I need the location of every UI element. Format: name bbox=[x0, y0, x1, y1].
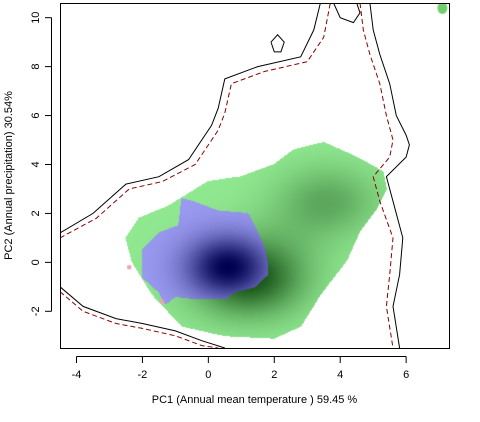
envelope-line-solid bbox=[369, 3, 410, 348]
x-axis: -4 -2 0 2 4 6 bbox=[72, 356, 409, 381]
y-axis-title: PC2 (Annual precipitation) 30.54% bbox=[3, 91, 15, 260]
envelope-line-solid bbox=[333, 3, 361, 24]
y-tick-label: -2 bbox=[30, 306, 42, 316]
envelope-line-solid bbox=[60, 3, 321, 234]
y-tick-label: 6 bbox=[30, 112, 42, 118]
envelope-line-dashed bbox=[359, 3, 394, 348]
y-tick-label: 8 bbox=[30, 64, 42, 70]
x-tick-label: -4 bbox=[72, 369, 82, 381]
x-axis-title: PC1 (Annual mean temperature ) 59.45 % bbox=[152, 394, 358, 406]
envelope-line-dashed bbox=[60, 3, 331, 239]
y-axis: -2 0 2 4 6 8 10 bbox=[30, 12, 52, 316]
density-heatmap bbox=[60, 3, 449, 348]
x-tick-label: -2 bbox=[138, 369, 148, 381]
y-tick-label: 10 bbox=[30, 12, 42, 24]
envelope-line-solid bbox=[60, 286, 225, 348]
envelope-line-dashed bbox=[60, 291, 219, 348]
plot-frame bbox=[60, 3, 450, 349]
x-tick-label: 4 bbox=[337, 369, 343, 381]
x-tick-label: 6 bbox=[403, 369, 409, 381]
y-tick-label: 0 bbox=[30, 259, 42, 265]
y-tick-label: 4 bbox=[30, 161, 42, 167]
y-tick-label: 2 bbox=[30, 210, 42, 216]
x-tick-label: 0 bbox=[205, 369, 211, 381]
envelope-line-solid bbox=[270, 34, 285, 53]
niche-envelopes bbox=[60, 3, 410, 348]
x-tick-label: 2 bbox=[271, 369, 277, 381]
